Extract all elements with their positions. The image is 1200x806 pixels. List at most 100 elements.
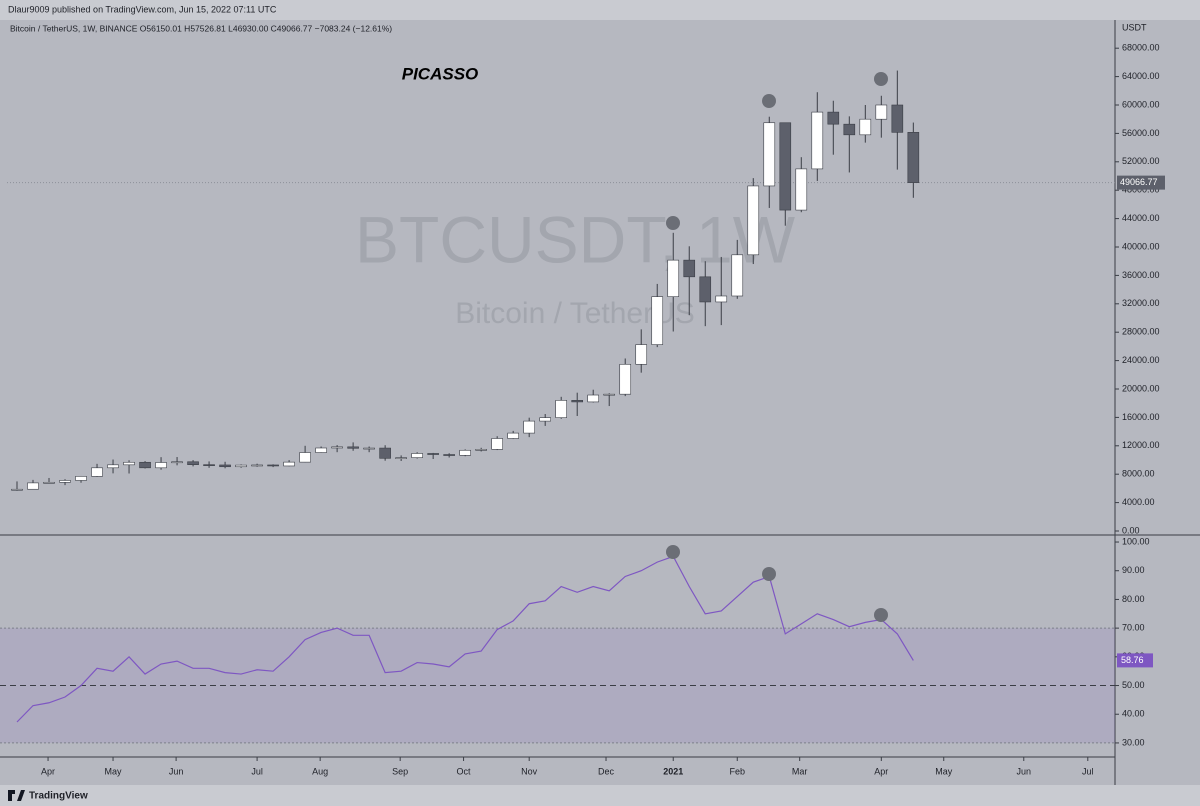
candle-body xyxy=(491,438,503,450)
x-tick-label: Apr xyxy=(41,766,55,776)
y-tick-label: 70.00 xyxy=(1122,623,1145,633)
x-tick-label: Apr xyxy=(874,766,888,776)
last-price-box xyxy=(1117,175,1165,190)
watermark: BTCUSDT, 1W xyxy=(355,202,796,276)
y-tick-label: 100.00 xyxy=(1122,536,1150,546)
candle-body xyxy=(459,449,471,456)
y-tick-label: 16000.00 xyxy=(1122,412,1160,422)
y-tick-label: 32000.00 xyxy=(1122,298,1160,308)
x-tick-label: May xyxy=(935,766,953,776)
candle-body xyxy=(779,122,792,211)
candle-body xyxy=(107,464,119,469)
brand-logo xyxy=(8,790,25,801)
x-tick-label: Feb xyxy=(730,766,746,776)
y-tick-label: 36000.00 xyxy=(1122,270,1160,280)
candle-body xyxy=(155,462,167,469)
candle-body xyxy=(667,259,680,297)
candle-body xyxy=(171,461,183,464)
candle-body xyxy=(523,420,535,434)
candle-body xyxy=(347,446,359,449)
y-tick-label: 90.00 xyxy=(1122,565,1145,575)
y-tick-label: 44000.00 xyxy=(1122,213,1160,223)
candle-body xyxy=(603,393,616,396)
candle-body xyxy=(315,447,327,453)
candle-body xyxy=(555,400,568,418)
candle-body xyxy=(379,447,391,459)
rsi-circle xyxy=(874,608,888,622)
peak-circle xyxy=(666,216,680,230)
candle-body xyxy=(763,122,776,187)
symbol-legend: Bitcoin / TetherUS, 1W, BINANCE O56150.0… xyxy=(10,23,392,33)
candle-body xyxy=(731,254,744,297)
candle-body xyxy=(235,464,247,468)
x-tick-label: Jul xyxy=(1082,766,1094,776)
last-price-label: 49066.77 xyxy=(1120,177,1158,187)
header-bar xyxy=(0,0,1200,20)
candle-body xyxy=(331,446,343,449)
y-tick-label: 24000.00 xyxy=(1122,355,1160,365)
candle-body xyxy=(683,259,696,278)
peak-circle xyxy=(762,94,776,108)
y-tick-label: 8000.00 xyxy=(1122,469,1155,479)
candle-body xyxy=(875,104,888,120)
candle-body xyxy=(475,449,487,451)
candle-body xyxy=(59,480,71,483)
annotation: PICASSO xyxy=(402,64,479,83)
candle-body xyxy=(699,276,712,303)
y-tick-label: 64000.00 xyxy=(1122,71,1160,81)
candle-body xyxy=(11,488,23,491)
candle-body xyxy=(267,464,279,467)
unit-label: USDT xyxy=(1122,22,1147,32)
candle-body xyxy=(395,457,407,459)
circles xyxy=(666,72,888,622)
candle-body xyxy=(139,461,151,469)
candle-body xyxy=(251,464,263,467)
candle-body xyxy=(747,185,760,256)
rsi-last-label: 58.76 xyxy=(1121,655,1144,665)
candle-body xyxy=(203,464,215,466)
x-tick-label: 2021 xyxy=(663,766,683,776)
candle-body xyxy=(427,453,439,455)
candle-body xyxy=(75,476,87,481)
candle-body xyxy=(91,467,103,477)
x-tick-label: Dec xyxy=(598,766,615,776)
candle-body xyxy=(571,400,584,403)
candle-body xyxy=(715,295,728,303)
peak-circle xyxy=(874,72,888,86)
candle-body xyxy=(507,432,519,439)
candle-body xyxy=(635,344,648,365)
candle-body xyxy=(859,118,872,136)
candle-body xyxy=(187,461,199,465)
candle-body xyxy=(811,111,824,170)
y-tick-label: 30.00 xyxy=(1122,737,1145,747)
candle-body xyxy=(363,447,375,450)
x-tick-label: Aug xyxy=(312,766,328,776)
y-tick-label: 68000.00 xyxy=(1122,43,1160,53)
rsi-band xyxy=(0,628,1115,743)
candle-body xyxy=(27,482,39,490)
y-tick-label: 40.00 xyxy=(1122,709,1145,719)
y-tick-label: 12000.00 xyxy=(1122,440,1160,450)
candle-body xyxy=(299,452,311,463)
y-tick-label: 4000.00 xyxy=(1122,497,1155,507)
candle-body xyxy=(43,481,55,484)
y-tick-label: 40000.00 xyxy=(1122,241,1160,251)
x-tick-label: Sep xyxy=(392,766,408,776)
candle-body xyxy=(795,168,808,211)
x-tick-label: Jul xyxy=(251,766,263,776)
rsi-last-box xyxy=(1117,653,1153,668)
candle-body xyxy=(443,454,455,456)
y-tick-label: 52000.00 xyxy=(1122,156,1160,166)
x-tick-label: Oct xyxy=(457,766,472,776)
brand: TradingView xyxy=(29,791,88,802)
publisher: Dlaur9009 published on TradingView.com, … xyxy=(8,4,277,14)
x-tick-label: Jun xyxy=(1017,766,1032,776)
candle-body xyxy=(843,123,856,136)
candle-body xyxy=(651,296,664,345)
candle-body xyxy=(411,453,423,458)
x-tick-label: Mar xyxy=(792,766,808,776)
candle-body xyxy=(219,464,231,468)
marks: 0.00 4000.00 8000.00 12000.00 16000.00 20000.… xyxy=(0,43,1165,776)
